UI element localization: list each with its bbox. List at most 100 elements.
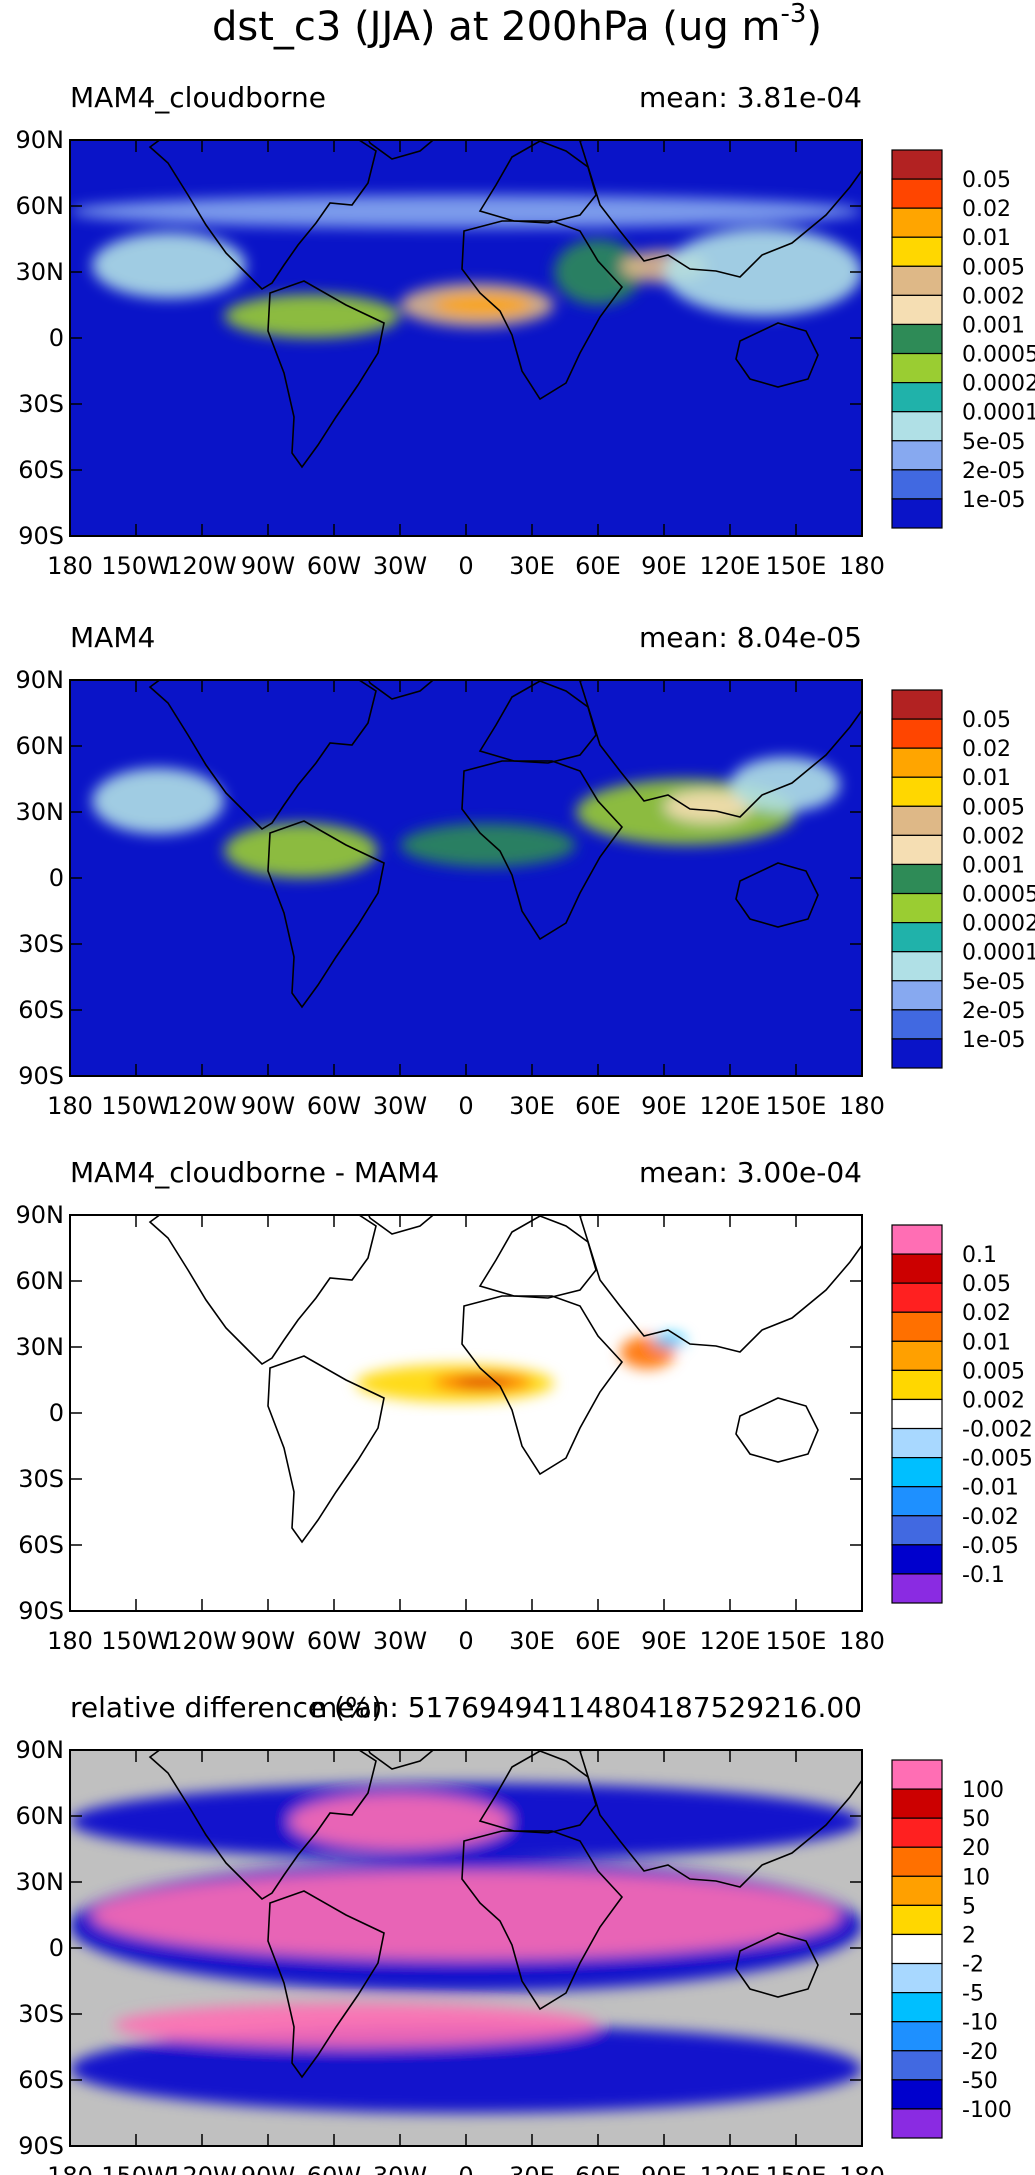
colorbar-swatch: [891, 440, 943, 471]
x-tick-label: 60E: [575, 1627, 621, 1655]
x-tick-label: 120E: [700, 2162, 761, 2175]
colorbar-label: 0.02: [962, 737, 1011, 762]
colorbar-swatch: [891, 1788, 943, 1819]
colorbar-label: 0.002: [962, 1388, 1025, 1413]
y-tick-label: 30N: [16, 1333, 65, 1361]
y-tick-label: 0: [49, 324, 64, 352]
field-region: [400, 823, 576, 867]
colorbar-label: -50: [962, 2069, 998, 2094]
colorbar-swatch: [891, 1573, 943, 1604]
colorbar-swatch: [891, 805, 943, 836]
colorbar-label: 1e-05: [962, 488, 1025, 513]
colorbar-label: 0.0002: [962, 372, 1035, 397]
x-tick-label: 150E: [766, 2162, 827, 2175]
x-tick-label: 180: [47, 2162, 93, 2175]
figure-title: dst_c3 (JJA) at 200hPa (ug m-3): [212, 0, 822, 50]
x-tick-label: 90W: [241, 2162, 295, 2175]
colorbar-label: 0.1: [962, 1243, 997, 1268]
colorbar-swatch: [891, 1398, 943, 1430]
x-tick-label: 60W: [307, 1092, 361, 1120]
colorbar-swatch: [891, 178, 943, 209]
panel-mean: mean: 3.00e-04: [639, 1156, 862, 1189]
x-tick-label: 120E: [700, 1627, 761, 1655]
y-tick-label: 60S: [18, 456, 64, 484]
colorbar-swatch: [891, 323, 943, 355]
x-tick-label: 60W: [307, 552, 361, 580]
field-region: [92, 1871, 840, 1959]
panel-1: MAM4_cloudborne mean: 3.81e-04 180 150W120W…: [16, 81, 1035, 580]
y-tick-label: 60S: [18, 996, 64, 1024]
colorbar-swatch: [891, 892, 943, 924]
y-tick-label: 90S: [18, 1062, 64, 1090]
colorbar-swatch: [891, 1038, 943, 1069]
colorbar-swatch: [891, 1515, 943, 1546]
colorbar-swatch: [891, 834, 943, 866]
colorbar-swatch: [891, 747, 943, 778]
colorbar-swatch: [891, 1846, 943, 1877]
x-tick-label: 120W: [167, 1092, 237, 1120]
colorbar-swatch: [891, 951, 943, 982]
x-tick-label: 150E: [766, 1092, 827, 1120]
field-region: [224, 294, 400, 338]
panel-mean: mean: 3.81e-04: [639, 81, 862, 114]
colorbar-swatch: [891, 2021, 943, 2052]
field-region: [224, 823, 378, 878]
colorbar-swatch: [891, 689, 943, 720]
colorbar-swatch: [891, 863, 943, 895]
x-tick-label: 90W: [241, 1627, 295, 1655]
colorbar-swatch: [891, 236, 943, 267]
colorbar-label: 0.005: [962, 1359, 1025, 1384]
colorbar-swatch: [891, 1340, 943, 1371]
colorbar-swatch: [891, 1311, 943, 1342]
y-tick-label: 30N: [16, 798, 65, 826]
x-tick-label: 30W: [373, 1627, 427, 1655]
colorbar-swatch: [891, 1759, 943, 1790]
x-tick-label: 0: [458, 552, 473, 580]
y-tick-label: 90S: [18, 522, 64, 550]
map-background: [70, 680, 862, 1076]
field-region: [70, 195, 862, 228]
x-tick-label: 150W: [101, 1092, 171, 1120]
colorbar-swatch: [891, 922, 943, 953]
field-region: [653, 1333, 686, 1347]
colorbar-label: 0.05: [962, 708, 1011, 733]
colorbar-swatch: [891, 1875, 943, 1906]
colorbar-swatch: [891, 294, 943, 326]
y-tick-label: 60S: [18, 2066, 64, 2094]
colorbar-label: -0.02: [962, 1505, 1019, 1530]
y-tick-label: 0: [49, 864, 64, 892]
y-tick-label: 0: [49, 1934, 64, 1962]
y-tick-label: 60N: [16, 1267, 65, 1295]
colorbar-swatch: [891, 1992, 943, 2023]
colorbar-label: 2e-05: [962, 459, 1025, 484]
colorbar-swatch: [891, 1224, 943, 1255]
colorbar-swatch: [891, 980, 943, 1011]
field-region: [664, 228, 862, 316]
x-tick-label: 60E: [575, 552, 621, 580]
colorbar-label: -100: [962, 2098, 1012, 2123]
colorbar-swatch: [891, 1904, 943, 1936]
x-tick-label: 180: [47, 1092, 93, 1120]
colorbar-label: -20: [962, 2040, 998, 2065]
figure-title-close: ): [806, 4, 822, 50]
x-tick-label: 90E: [641, 552, 687, 580]
x-tick-label: 0: [458, 1092, 473, 1120]
colorbar-swatch: [891, 265, 943, 296]
colorbar-label: 0.005: [962, 255, 1025, 280]
panel-title: relative difference (%): [70, 1691, 382, 1724]
colorbar-swatch: [891, 352, 943, 384]
panel-4: relative difference (%)mean: 51769494114…: [16, 1691, 1012, 2175]
panel-mean: mean: 8.04e-05: [639, 621, 862, 654]
colorbar-swatch: [891, 2108, 943, 2139]
field-region: [455, 1377, 510, 1387]
field-region: [70, 2025, 862, 2113]
x-tick-label: 30E: [509, 1092, 555, 1120]
colorbar-label: 5e-05: [962, 970, 1025, 995]
x-tick-label: 60W: [307, 1627, 361, 1655]
panel-mean: mean: 51769494114804187529216.00: [310, 1691, 862, 1724]
x-tick-label: 180: [47, 1627, 93, 1655]
colorbar-swatch: [891, 1457, 943, 1488]
x-tick-label: 0: [458, 2162, 473, 2175]
colorbar-swatch: [891, 1962, 943, 1994]
